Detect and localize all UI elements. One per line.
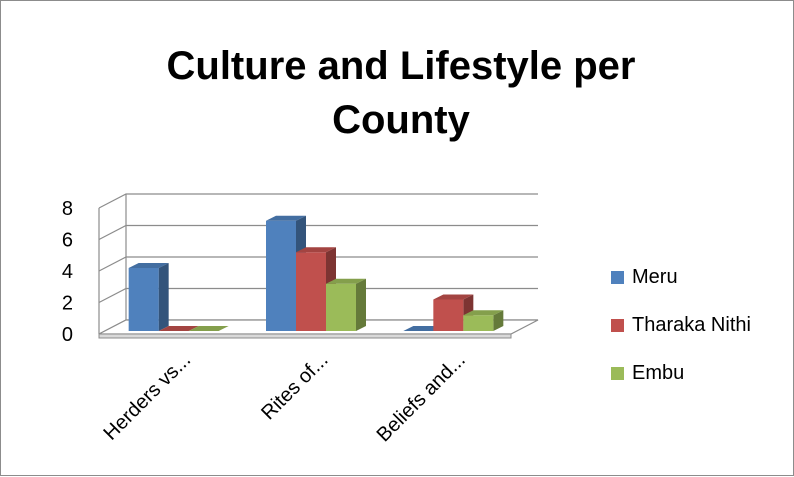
bar [129,268,159,331]
y-tick-label: 4 [62,261,73,283]
legend-item: Tharaka Nithi [611,301,751,349]
legend: Meru Tharaka Nithi Embu [611,253,751,397]
floor-edge [99,334,511,338]
bar-side [159,263,169,331]
bar [266,221,296,331]
y-tick-label: 8 [62,198,73,220]
legend-label: Tharaka Nithi [632,314,751,337]
legend-swatch [611,367,624,380]
legend-swatch [611,319,624,332]
x-tick-label: Rites of... [257,349,332,424]
gridline [99,226,538,240]
bar [463,315,493,331]
y-tick-label: 6 [62,230,73,252]
x-tick-label: Beliefs and... [373,349,470,446]
legend-label: Embu [632,362,684,385]
legend-swatch [611,271,624,284]
bar-side [356,279,366,331]
y-tick-label: 0 [62,324,73,346]
legend-label: Meru [632,266,678,289]
bar [326,284,356,331]
y-tick-label: 2 [62,293,73,315]
bar [433,300,463,332]
x-tick-label: Herders vs... [99,349,195,445]
gridline [99,194,538,208]
bar [296,252,326,331]
legend-item: Embu [611,349,751,397]
legend-item: Meru [611,253,751,301]
